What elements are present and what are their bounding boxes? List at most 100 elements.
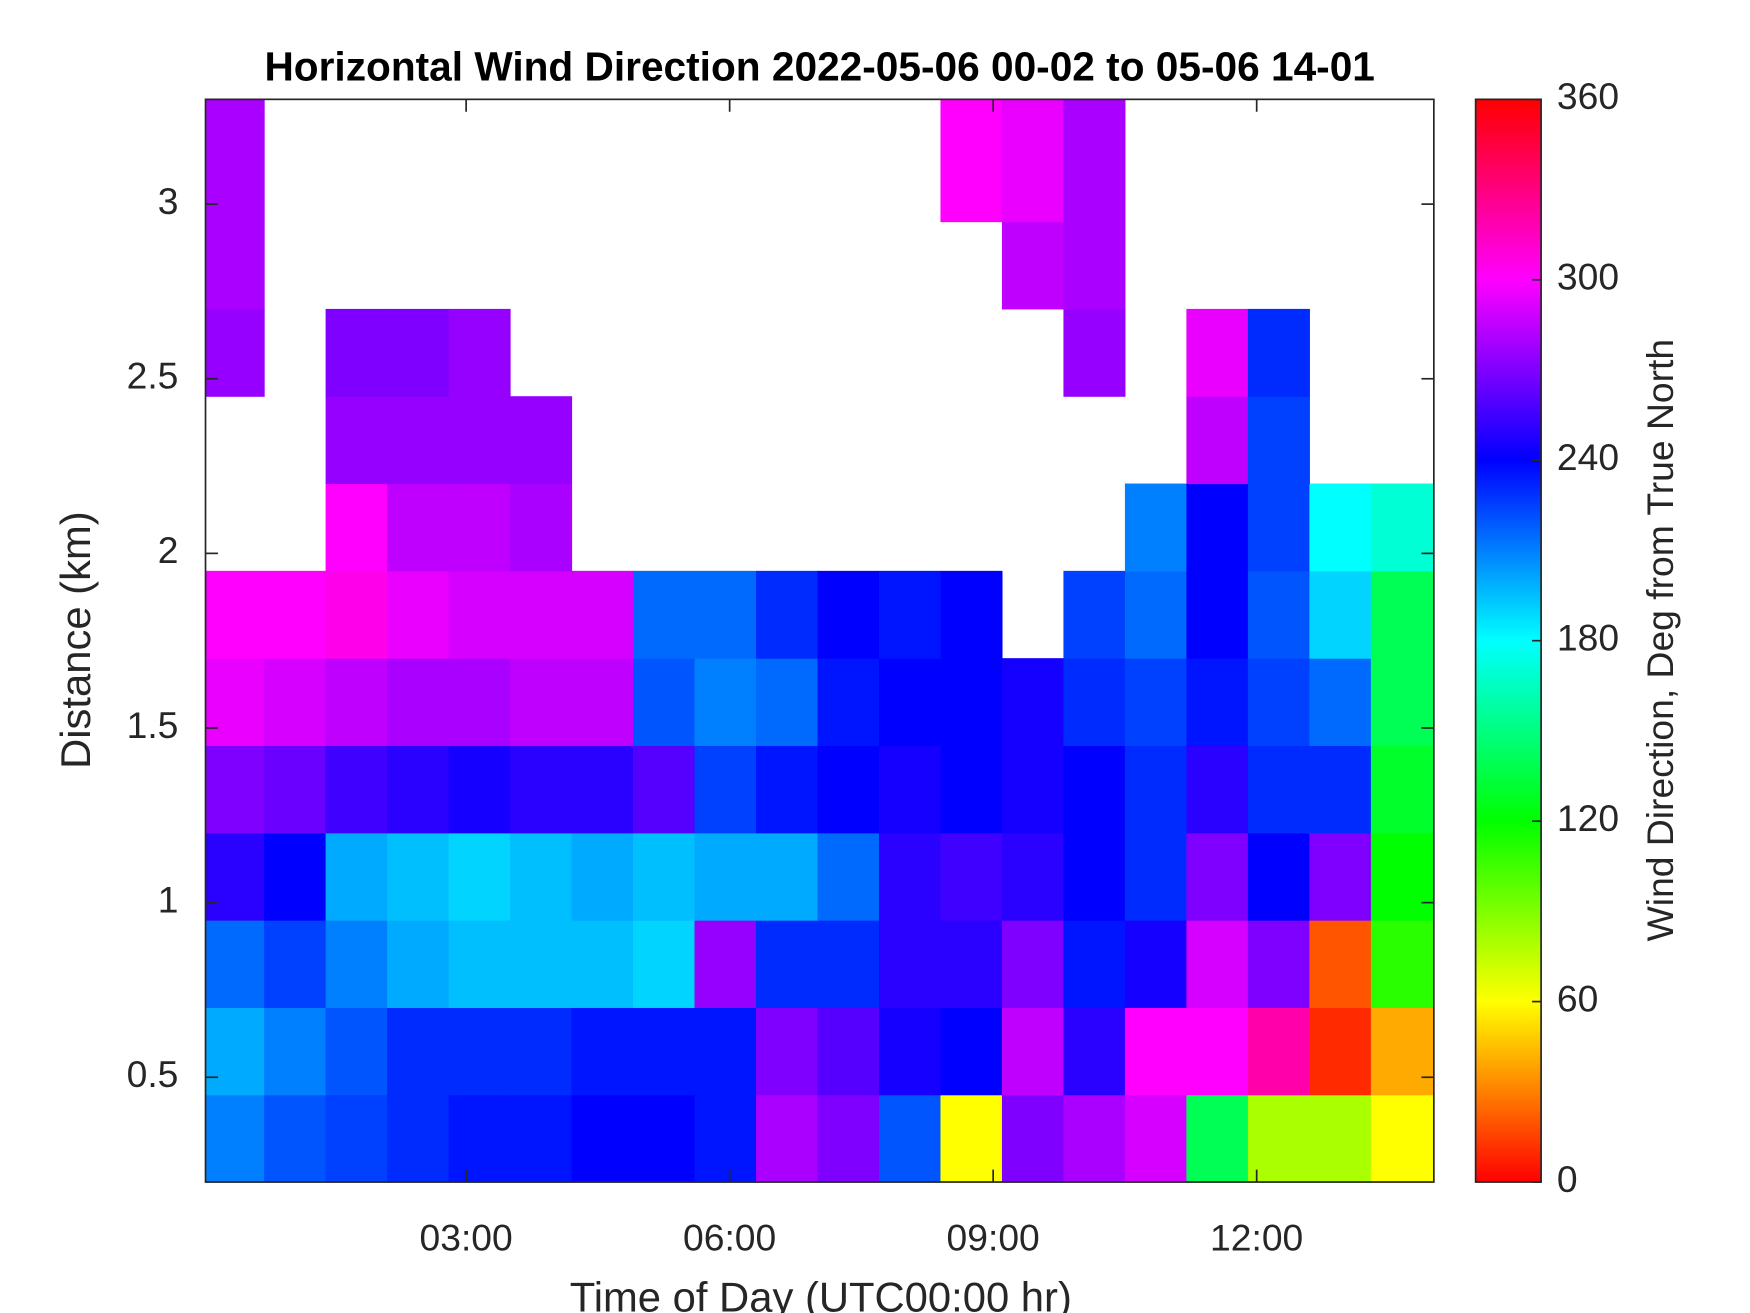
heatmap-cell bbox=[878, 832, 942, 921]
plot-frame bbox=[204, 98, 1435, 1183]
colorbar-tick-label: 300 bbox=[1557, 256, 1619, 298]
heatmap-cell bbox=[878, 1007, 942, 1096]
heatmap-cell bbox=[755, 1094, 819, 1183]
heatmap-cell bbox=[1124, 832, 1187, 921]
heatmap-cell bbox=[1247, 308, 1310, 397]
heatmap-cell bbox=[325, 1094, 388, 1183]
heatmap-cell bbox=[448, 570, 511, 659]
heatmap-cell bbox=[448, 920, 511, 1008]
heatmap-cell bbox=[264, 570, 327, 659]
heatmap-cell bbox=[205, 99, 265, 223]
heatmap-cell bbox=[940, 99, 1003, 223]
y-tick-label: 3 bbox=[158, 180, 179, 222]
heatmap-cell bbox=[1063, 1007, 1126, 1096]
x-tick-label: 09:00 bbox=[947, 1217, 1040, 1259]
heatmap-cell bbox=[1370, 1007, 1435, 1096]
heatmap-cell bbox=[1001, 99, 1064, 223]
y-tick-label: 2 bbox=[158, 529, 179, 571]
heatmap-cell bbox=[325, 396, 388, 485]
heatmap-cell bbox=[817, 745, 880, 834]
heatmap-cell bbox=[1124, 570, 1187, 659]
heatmap-cell bbox=[1247, 483, 1310, 572]
heatmap-cell bbox=[387, 308, 450, 397]
heatmap-cell bbox=[1124, 658, 1187, 747]
heatmap-cell bbox=[1124, 1094, 1187, 1183]
heatmap-cell bbox=[633, 745, 696, 834]
heatmap-cell bbox=[1186, 483, 1249, 572]
heatmap-cell bbox=[755, 570, 819, 659]
y-tick-label: 0.5 bbox=[127, 1053, 179, 1095]
heatmap-cell bbox=[1186, 1007, 1249, 1096]
heatmap-cell bbox=[694, 920, 757, 1008]
heatmap-cell bbox=[694, 570, 757, 659]
heatmap-cell bbox=[1063, 308, 1126, 397]
colorbar bbox=[1474, 98, 1542, 1183]
heatmap-cell bbox=[940, 570, 1003, 659]
heatmap-cell bbox=[325, 1007, 388, 1096]
x-axis-label: Time of Day (UTC00:00 hr) bbox=[570, 1274, 1072, 1313]
heatmap-cell bbox=[571, 1007, 634, 1096]
heatmap-cell bbox=[694, 832, 757, 921]
y-tick-label: 2.5 bbox=[127, 355, 179, 397]
heatmap-cell bbox=[205, 658, 265, 747]
heatmap-cell bbox=[325, 745, 388, 834]
heatmap-cell bbox=[1186, 658, 1249, 747]
heatmap-cell bbox=[387, 920, 450, 1008]
heatmap-cell bbox=[1001, 920, 1064, 1008]
heatmap-cell bbox=[571, 745, 634, 834]
heatmap-cell bbox=[448, 1094, 511, 1183]
heatmap-cell bbox=[940, 658, 1003, 747]
colorbar-label: Wind Direction, Deg from True North bbox=[1639, 339, 1681, 941]
heatmap-cell bbox=[325, 570, 388, 659]
heatmap-cell bbox=[633, 920, 696, 1008]
heatmap-cell bbox=[1247, 1007, 1310, 1096]
heatmap-cell bbox=[1186, 920, 1249, 1008]
heatmap-cell bbox=[755, 1007, 819, 1096]
heatmap-cell bbox=[817, 920, 880, 1008]
heatmap-cell bbox=[878, 658, 942, 747]
heatmap-cell bbox=[571, 1094, 634, 1183]
heatmap-cell bbox=[205, 1007, 265, 1096]
heatmap-cell bbox=[387, 1094, 450, 1183]
heatmap-cell bbox=[1309, 658, 1372, 747]
heatmap-cell bbox=[694, 658, 757, 747]
heatmap-cell bbox=[1001, 658, 1064, 747]
heatmap-cell bbox=[264, 658, 327, 747]
heatmap-cell bbox=[510, 1007, 573, 1096]
heatmap-cell bbox=[817, 658, 880, 747]
heatmap-cell bbox=[264, 1094, 327, 1183]
heatmap-cell bbox=[1063, 745, 1126, 834]
heatmap-cell bbox=[387, 570, 450, 659]
heatmap-cell bbox=[1370, 1094, 1435, 1183]
heatmap-cell bbox=[1063, 221, 1126, 310]
heatmap-cell bbox=[1247, 920, 1310, 1008]
heatmap-cell bbox=[1247, 1094, 1310, 1183]
heatmap-cell bbox=[264, 1007, 327, 1096]
heatmap-cell bbox=[1001, 221, 1064, 310]
heatmap-cell bbox=[940, 745, 1003, 834]
heatmap-cell bbox=[205, 308, 265, 397]
heatmap-cell bbox=[1001, 745, 1064, 834]
heatmap-cell bbox=[817, 832, 880, 921]
heatmap-cell bbox=[1370, 832, 1435, 921]
heatmap-cell bbox=[1370, 920, 1435, 1008]
heatmap-cell bbox=[940, 832, 1003, 921]
heatmap-cell bbox=[1124, 745, 1187, 834]
heatmap-cell bbox=[633, 1007, 696, 1096]
heatmap-cell bbox=[448, 396, 511, 485]
heatmap-cell bbox=[387, 658, 450, 747]
heatmap-cell bbox=[205, 570, 265, 659]
heatmap-cell bbox=[1186, 832, 1249, 921]
heatmap-cell bbox=[1186, 396, 1249, 485]
heatmap-cell bbox=[571, 570, 634, 659]
heatmap-cell bbox=[1001, 1094, 1064, 1183]
heatmap-cell bbox=[633, 658, 696, 747]
heatmap-cell bbox=[878, 920, 942, 1008]
heatmap-cell bbox=[510, 745, 573, 834]
heatmap-cell bbox=[571, 920, 634, 1008]
heatmap-cell bbox=[1309, 920, 1372, 1008]
heatmap-cell bbox=[510, 658, 573, 747]
heatmap-cell bbox=[817, 1094, 880, 1183]
heatmap-cell bbox=[205, 745, 265, 834]
